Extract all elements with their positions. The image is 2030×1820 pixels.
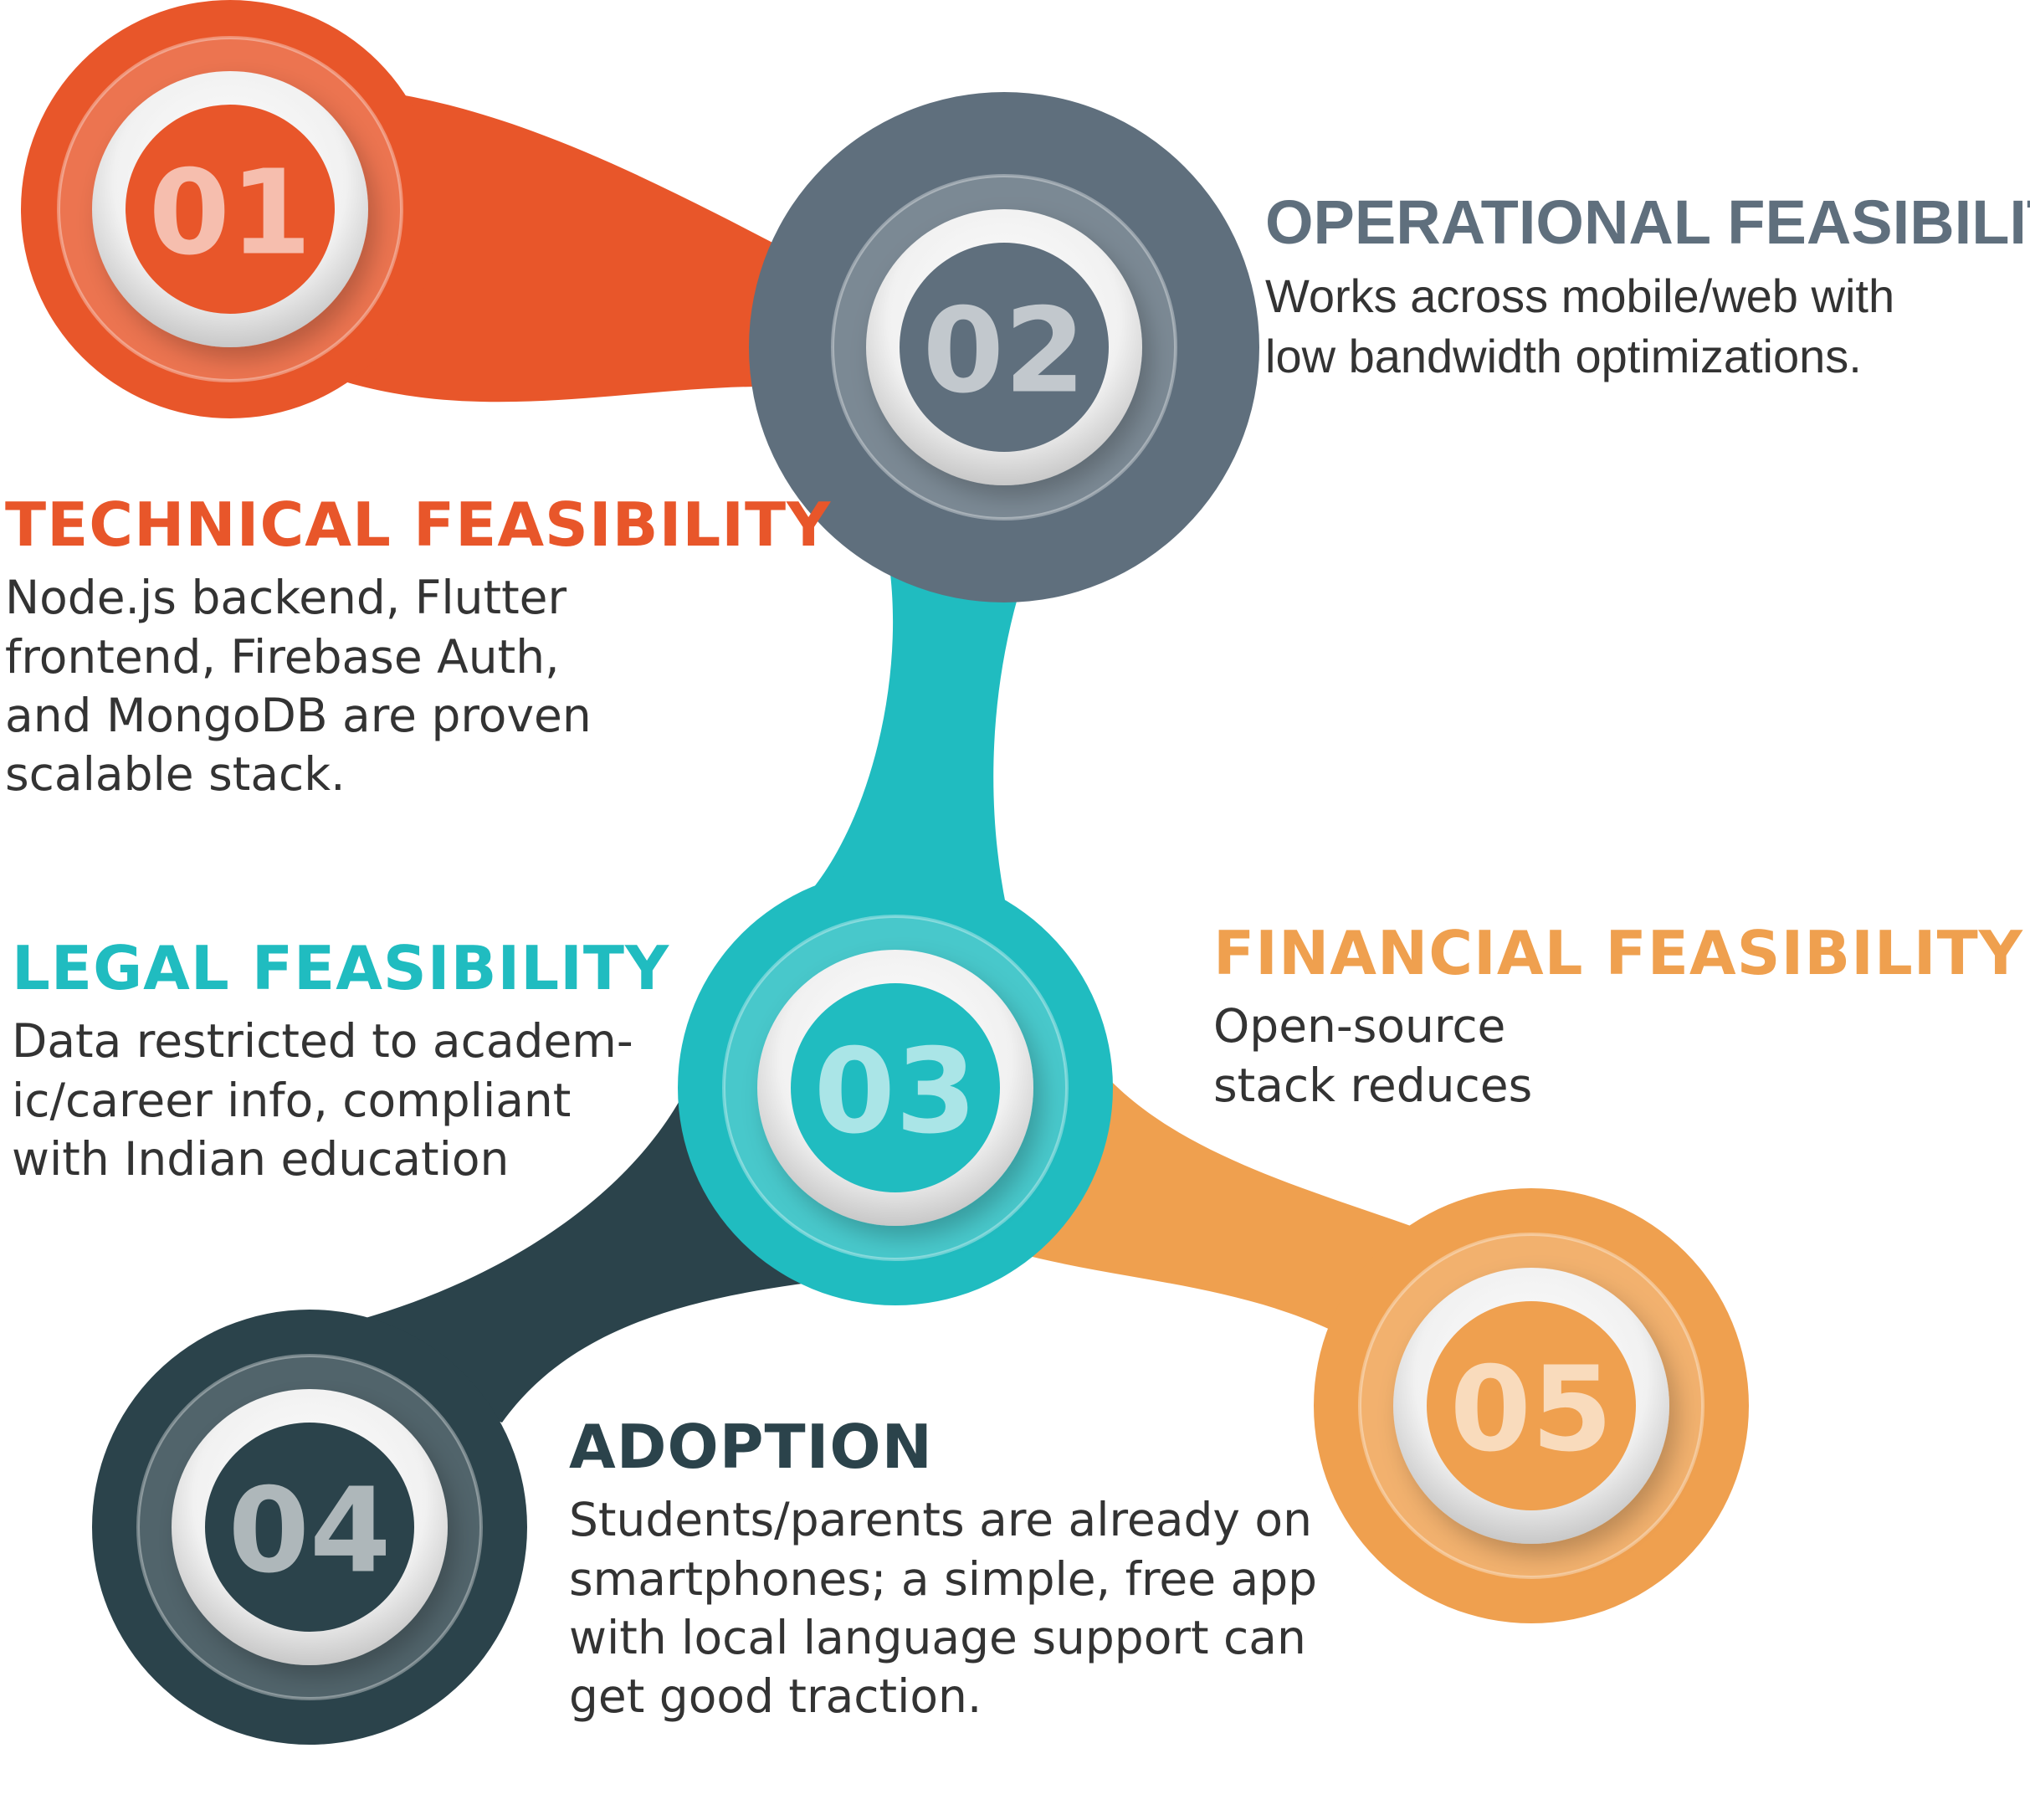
technical-line: Node.js backend, Flutter bbox=[5, 571, 567, 625]
technical-line: and MongoDB are proven bbox=[5, 688, 592, 742]
node-02-number: 02 bbox=[923, 284, 1086, 420]
adoption-title: ADOPTION bbox=[569, 1412, 933, 1482]
operational-line: low bandwidth optimizations. bbox=[1265, 330, 1862, 383]
node-05-number: 05 bbox=[1450, 1342, 1613, 1479]
node-04-number: 04 bbox=[228, 1464, 392, 1600]
adoption-line: with local language support can bbox=[569, 1610, 1306, 1664]
legal-title: LEGAL FEASIBILITY bbox=[12, 933, 670, 1003]
node-01: 01 bbox=[21, 0, 439, 418]
operational-line: Works across mobile/web with bbox=[1265, 269, 1895, 323]
legal-line: ic/career info, compliant bbox=[12, 1073, 572, 1127]
financial-description: Open-source stack reduces bbox=[1213, 997, 2017, 1115]
legal-line: Data restricted to academ- bbox=[12, 1014, 633, 1069]
financial-line: Open-source bbox=[1213, 999, 1506, 1054]
node-03-inner bbox=[791, 983, 1000, 1192]
legal-line: with Indian education bbox=[12, 1131, 510, 1186]
financial-line: stack reduces bbox=[1213, 1058, 1533, 1112]
node-01-inner bbox=[126, 105, 335, 314]
operational-block: OPERATIONAL FEASIBILITY Works across mob… bbox=[1265, 187, 2030, 387]
financial-block: FINANCIAL FEASIBILITY Open-source stack … bbox=[1213, 918, 2023, 1115]
adoption-line: Students/parents are already on bbox=[569, 1493, 1312, 1547]
legal-block: LEGAL FEASIBILITY Data restricted to aca… bbox=[12, 933, 698, 1188]
technical-line: frontend, Firebase Auth, bbox=[5, 629, 560, 684]
connector-03-05 bbox=[971, 1054, 1548, 1506]
node-05: 05 bbox=[1314, 1188, 1749, 1623]
adoption-description: Students/parents are already on smartpho… bbox=[569, 1490, 1372, 1726]
operational-title: OPERATIONAL FEASIBILITY bbox=[1265, 187, 2030, 257]
node-04: 04 bbox=[92, 1310, 527, 1745]
technical-line: scalable stack. bbox=[5, 747, 346, 802]
node-03: 03 bbox=[678, 870, 1113, 1305]
node-02: 02 bbox=[749, 92, 1259, 602]
financial-title: FINANCIAL FEASIBILITY bbox=[1213, 918, 2023, 988]
technical-description: Node.js backend, Flutter frontend, Fireb… bbox=[5, 568, 808, 804]
node-05-inner bbox=[1427, 1301, 1636, 1510]
node-03-number: 03 bbox=[814, 1024, 977, 1161]
technical-block: TECHNICAL FEASIBILITY Node.js backend, F… bbox=[5, 490, 832, 804]
legal-description: Data restricted to academ- ic/career inf… bbox=[12, 1012, 698, 1188]
node-01-number: 01 bbox=[149, 146, 312, 282]
adoption-line: get good traction. bbox=[569, 1669, 982, 1724]
operational-description: Works across mobile/web with low bandwid… bbox=[1265, 266, 2018, 386]
node-04-inner bbox=[205, 1423, 414, 1632]
node-02-inner bbox=[900, 243, 1109, 452]
connector-02-03 bbox=[736, 494, 1046, 987]
adoption-line: smartphones; a simple, free app bbox=[569, 1551, 1318, 1606]
adoption-block: ADOPTION Students/parents are already on… bbox=[569, 1412, 1372, 1726]
technical-title: TECHNICAL FEASIBILITY bbox=[5, 490, 832, 560]
